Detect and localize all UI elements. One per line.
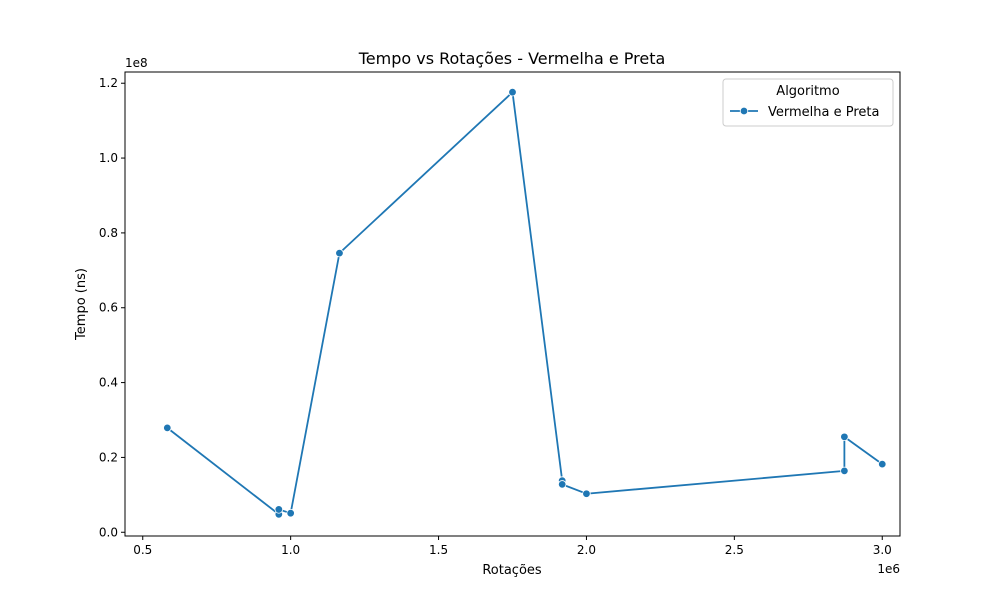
data-point bbox=[508, 88, 517, 97]
data-point bbox=[582, 489, 591, 498]
y-axis: 0.0 0.2 0.4 0.6 0.8 1.0 1.2 bbox=[99, 76, 125, 539]
y-axis-label: Tempo (ns) bbox=[74, 268, 89, 341]
y-axis-offset-label: 1e8 bbox=[125, 56, 148, 70]
y-tick-label: 1.2 bbox=[99, 76, 118, 90]
x-tick-label: 1.5 bbox=[429, 543, 448, 557]
x-tick-label: 1.0 bbox=[281, 543, 300, 557]
x-axis-offset-label: 1e6 bbox=[877, 562, 900, 576]
data-point bbox=[286, 508, 295, 518]
legend: Algoritmo Vermelha e Preta bbox=[722, 78, 894, 127]
x-axis-label: Rotações bbox=[482, 563, 542, 578]
data-point bbox=[840, 432, 849, 442]
y-tick-label: 1.0 bbox=[99, 151, 118, 165]
x-axis: 0.5 1.0 1.5 2.0 2.5 3.0 bbox=[133, 536, 892, 557]
y-tick-label: 0.2 bbox=[99, 450, 118, 464]
legend-title: Algoritmo bbox=[776, 84, 839, 99]
y-tick-label: 0.6 bbox=[99, 301, 118, 315]
data-point bbox=[557, 480, 567, 489]
legend-label: Vermelha e Preta bbox=[768, 105, 879, 120]
x-tick-label: 2.0 bbox=[577, 543, 596, 557]
data-point bbox=[163, 423, 172, 433]
chart-title: Tempo vs Rotações - Vermelha e Preta bbox=[358, 49, 666, 68]
data-point bbox=[274, 505, 284, 514]
data-point bbox=[840, 466, 849, 476]
legend-box bbox=[722, 78, 894, 127]
y-tick-label: 0.4 bbox=[99, 376, 118, 390]
x-tick-label: 0.5 bbox=[133, 543, 152, 557]
data-point bbox=[878, 459, 887, 469]
series-layer bbox=[163, 88, 887, 519]
x-tick-label: 2.5 bbox=[725, 543, 744, 557]
y-tick-label: 0.0 bbox=[99, 525, 118, 539]
legend-marker bbox=[739, 106, 749, 116]
y-tick-label: 0.8 bbox=[99, 226, 118, 240]
series-line bbox=[166, 91, 883, 516]
data-point bbox=[335, 248, 344, 258]
plot-area bbox=[124, 71, 901, 537]
x-tick-label: 3.0 bbox=[873, 543, 892, 557]
